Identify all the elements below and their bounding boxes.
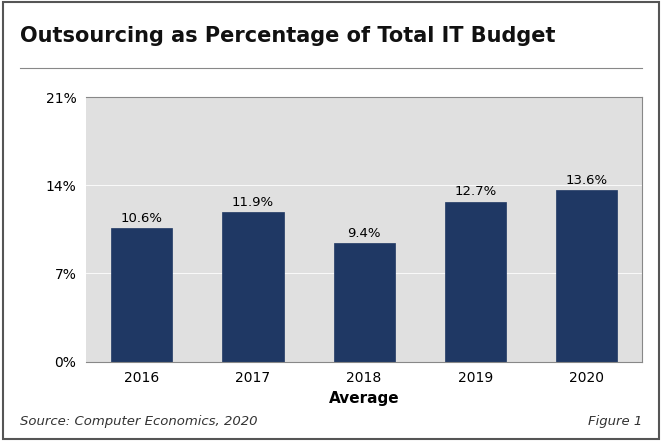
- Text: 10.6%: 10.6%: [121, 212, 163, 225]
- Text: Figure 1: Figure 1: [588, 415, 642, 428]
- X-axis label: Average: Average: [329, 391, 399, 406]
- Text: Source: Computer Economics, 2020: Source: Computer Economics, 2020: [20, 415, 258, 428]
- Text: 11.9%: 11.9%: [232, 195, 274, 209]
- Text: 9.4%: 9.4%: [348, 227, 381, 240]
- Bar: [111, 228, 172, 362]
- Bar: [556, 190, 617, 362]
- Text: 13.6%: 13.6%: [565, 174, 607, 187]
- Text: Outsourcing as Percentage of Total IT Budget: Outsourcing as Percentage of Total IT Bu…: [20, 26, 555, 46]
- Bar: [445, 202, 506, 362]
- Bar: [222, 212, 283, 362]
- Bar: [334, 243, 395, 362]
- Text: 12.7%: 12.7%: [454, 186, 496, 198]
